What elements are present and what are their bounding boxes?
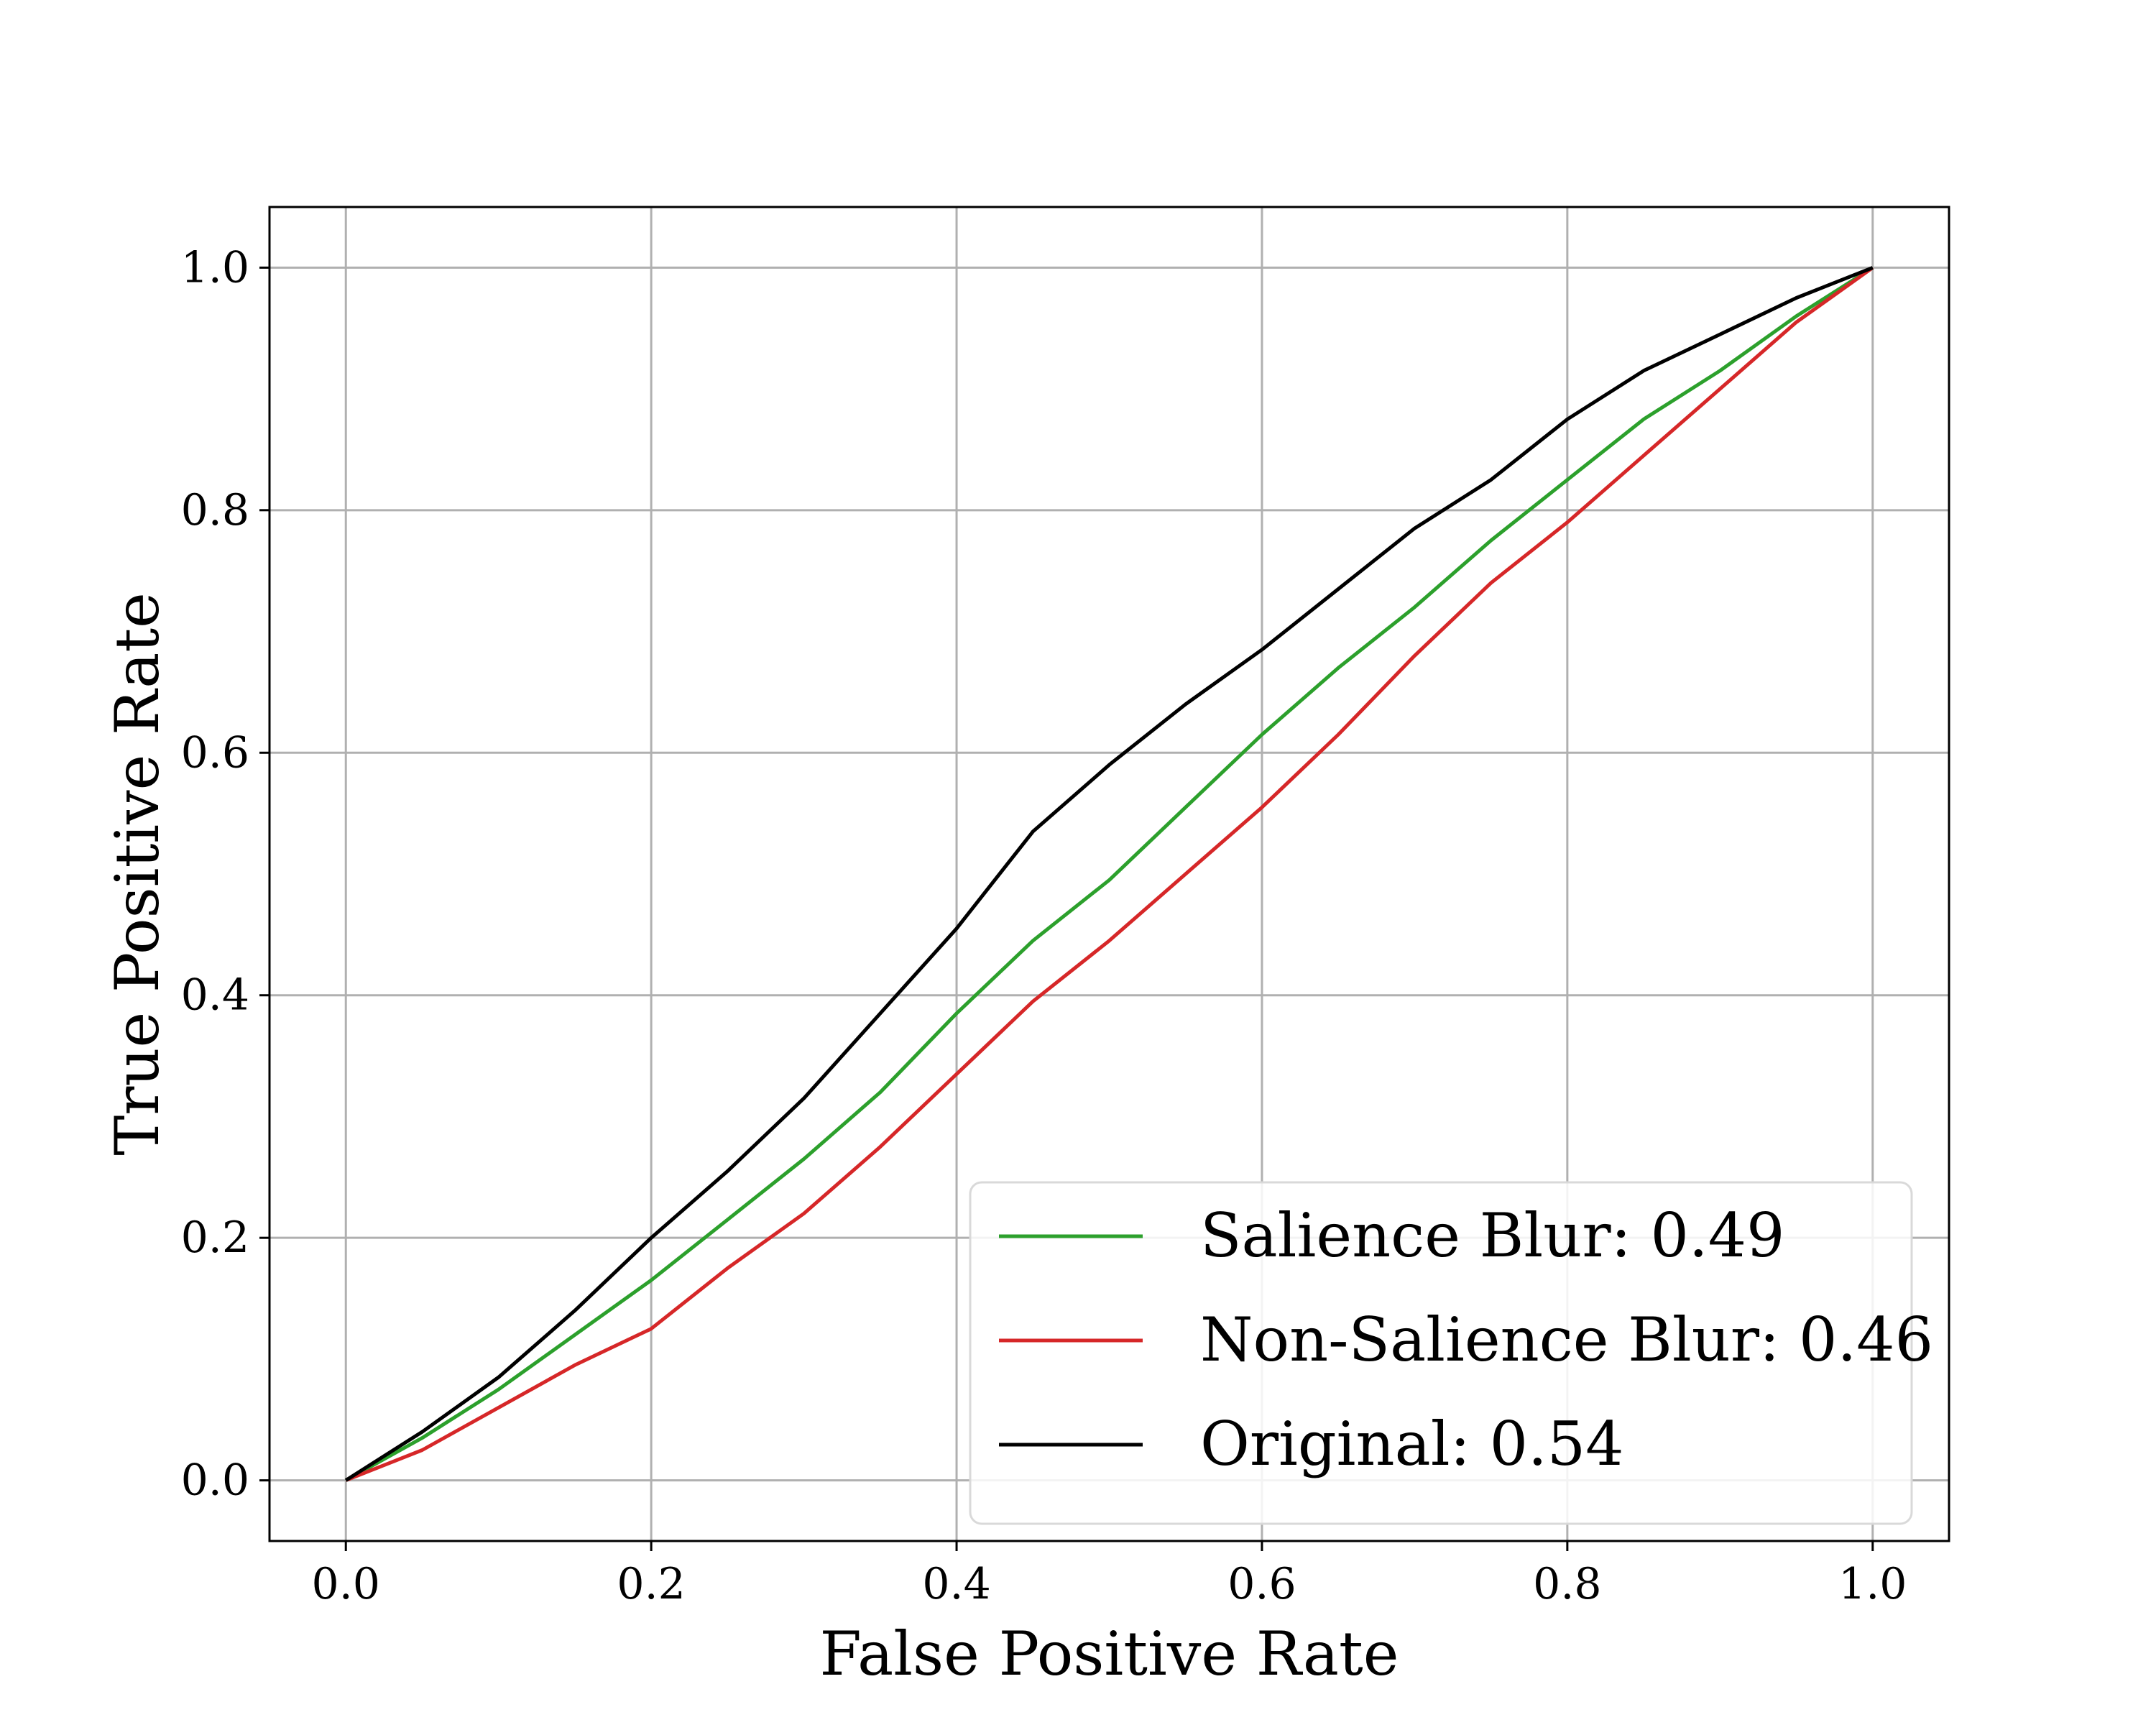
y-tick-label: 0.8 bbox=[181, 485, 249, 535]
x-tick-label: 1.0 bbox=[1838, 1559, 1907, 1609]
x-tick-label: 0.4 bbox=[922, 1559, 990, 1609]
series-line-0 bbox=[344, 266, 1874, 1482]
plot-frame bbox=[268, 206, 1950, 1542]
y-tick-label: 0.2 bbox=[181, 1213, 249, 1263]
legend-box bbox=[969, 1181, 1913, 1525]
x-tick-label: 0.2 bbox=[617, 1559, 685, 1609]
y-axis-label: True Positive Rate bbox=[102, 592, 172, 1156]
series-line-1 bbox=[345, 266, 1874, 1482]
x-tick-label: 0.8 bbox=[1533, 1559, 1601, 1609]
series-line-2 bbox=[344, 266, 1874, 1482]
x-tick-label: 0.6 bbox=[1227, 1559, 1296, 1609]
legend-entry-label: Original: 0.54 bbox=[1200, 1409, 1624, 1479]
y-tick-label: 0.6 bbox=[181, 727, 249, 778]
grid-lines bbox=[270, 207, 1949, 1541]
axis-ticks: 0.0 0.2 0.4 0.6 0.8 1.0 0.0 0.2 0.4 0.6 0.8 1.0 bbox=[181, 242, 1907, 1609]
legend: Salience Blur: 0.49 Non-Salience Blur: 0.… bbox=[969, 1181, 1933, 1525]
series-lines bbox=[344, 266, 1874, 1482]
legend-entry-label: Salience Blur: 0.49 bbox=[1200, 1200, 1785, 1271]
x-axis-label: False Positive Rate bbox=[820, 1619, 1399, 1689]
x-tick-label: 0.0 bbox=[312, 1559, 380, 1609]
y-tick-label: 0.4 bbox=[181, 970, 249, 1021]
legend-entry-label: Non-Salience Blur: 0.46 bbox=[1200, 1305, 1933, 1375]
y-tick-label: 1.0 bbox=[181, 242, 249, 293]
y-tick-label: 0.0 bbox=[181, 1455, 249, 1506]
